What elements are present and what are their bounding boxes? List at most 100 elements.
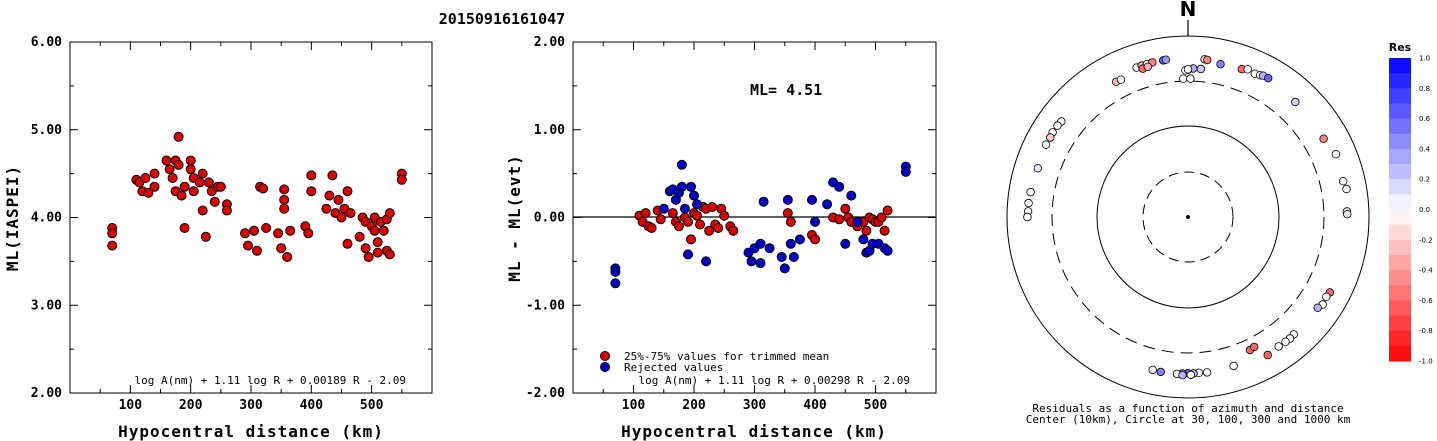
x-axis-label: Hypocentral distance (km) [118,422,384,441]
station-point [1148,365,1157,375]
data-point [713,223,724,233]
x-tick-label: 400 [803,398,827,413]
data-point [354,231,365,242]
station-point [1024,198,1033,208]
station-point [1186,370,1195,380]
data-point [686,234,696,245]
data-point [369,225,380,236]
data-point [333,194,344,205]
data-point [384,208,395,219]
colorbar-cell [1389,345,1411,362]
y-tick-label: -1.00 [526,298,565,313]
station-point [1186,74,1195,83]
data-point [279,194,290,205]
rejected-data-point [764,243,775,254]
x-tick-label: 500 [864,398,888,413]
colorbar-cell [1389,73,1411,89]
colorbar: Res 1.0 0.8 0.6 0.4 0.2 0.0 -0.2 -0.4 -0.6 -0.8 -1… [1389,41,1433,366]
data-point [728,225,739,236]
legend-rejected-label: Rejected values [624,361,723,374]
rejected-data-point [676,159,687,170]
rejected-data-point [834,181,845,192]
data-point [372,247,383,258]
data-point [279,203,290,214]
data-point [719,210,730,221]
rejected-data-point [683,249,693,260]
data-point [306,170,317,181]
colorbar-tick-label: 0.6 [1419,115,1431,123]
rejected-data-point [779,263,790,274]
rejected-data-point [822,199,833,210]
data-point [240,228,250,239]
colorbar-tick-label: 0.8 [1419,85,1430,93]
x-ticks: 100 200 300 400 500 [602,42,907,413]
rejected-data-point [858,234,869,245]
colorbar-cells [1389,58,1411,362]
colorbar-cell [1389,224,1411,241]
rejected-data-point [782,194,793,205]
data-point [149,168,160,179]
data-point [695,219,705,230]
y-axis-label: ML - ML(evt) [505,154,524,282]
station-point [1156,367,1165,377]
data-point [107,228,118,239]
data-point [363,252,374,262]
data-point [167,173,178,183]
colorbar-cell [1389,315,1411,332]
rejected-data-point [686,181,696,192]
data-point [303,228,314,239]
data-point [336,212,347,223]
data-point [243,240,253,251]
colorbar-cell [1389,88,1411,104]
data-point [834,214,845,225]
caption-line-2: Center (10km), Circle at 30, 100, 300 an… [1026,413,1351,426]
data-point [673,221,684,232]
station-points [1023,55,1352,380]
station-point [1143,62,1152,72]
x-axis-label: Hypocentral distance (km) [621,422,887,441]
colorbar-cell [1389,270,1411,286]
station-point [1342,184,1351,194]
station-point [1161,55,1171,64]
data-point [345,208,356,219]
colorbar-cell [1389,209,1411,226]
y-tick-label: -2.00 [526,386,565,401]
data-point [258,183,269,194]
data-point [667,208,678,219]
data-point [209,196,220,207]
data-point [221,205,232,216]
colorbar-tick-label: -0.6 [1419,297,1433,305]
rejected-data-point [689,190,699,201]
y-tick-label: 2.00 [534,35,565,50]
y-ticks: -2.00 -1.00 0.00 1.00 2.00 [526,35,936,401]
rejected-data-point [776,252,787,262]
data-point [273,228,284,239]
data-point [252,245,262,256]
y-ticks: 2.00 3.00 4.00 5.00 6.00 [31,35,432,401]
colorbar-tick-label: 1.0 [1419,55,1430,63]
station-point [1202,368,1212,377]
station-point [1033,163,1042,173]
data-point [276,243,287,254]
station-point [1196,64,1206,74]
data-point [321,203,332,214]
colorbar-cell [1389,194,1411,210]
station-point [1116,75,1126,84]
station-point [1178,74,1188,83]
data-point [640,208,651,219]
data-point [176,190,187,201]
data-point [879,225,890,236]
station-point [1183,65,1193,74]
data-point [173,131,184,142]
data-point [396,174,407,185]
rejected-data-point [701,256,712,267]
data-point [261,223,272,233]
data-point [143,187,154,198]
colorbar-tick-label: -0.4 [1419,267,1433,275]
station-point [1249,342,1259,352]
station-point [1263,350,1272,360]
data-point [203,177,214,188]
colorbar-cell [1389,179,1411,195]
rejected-data-point [610,278,621,289]
rejected-data-point [882,245,893,256]
